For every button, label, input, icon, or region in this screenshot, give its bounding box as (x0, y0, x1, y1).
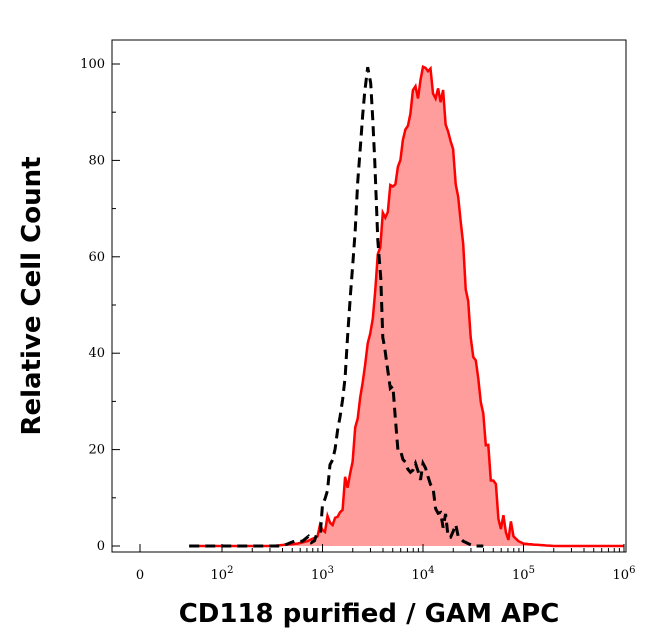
y-axis-title: Relative Cell Count (17, 156, 47, 435)
y-tick-label: 60 (88, 250, 105, 265)
plot-frame (111, 39, 627, 553)
x-tick-label: 103 (311, 565, 334, 583)
y-tick-label: 0 (97, 539, 105, 554)
x-tick-label: 106 (613, 565, 636, 583)
x-tick-label: 102 (211, 565, 234, 583)
y-tick-label: 80 (88, 153, 105, 168)
series-layer (189, 65, 624, 548)
x-tick-label: 104 (412, 565, 435, 583)
series-line-dashed (189, 66, 484, 548)
x-tick-label: 105 (512, 565, 535, 583)
x-axis-title: CD118 purified / GAM APC (179, 599, 560, 629)
y-tick-label: 40 (88, 346, 105, 361)
x-axis: 0 102 103 104 105 106 (136, 544, 636, 583)
y-tick-label: 100 (80, 57, 105, 72)
series-fill (189, 66, 624, 547)
x-tick-label: 0 (136, 568, 144, 583)
y-tick-label: 20 (88, 443, 105, 458)
y-axis: 0 20 40 60 80 100 (80, 57, 120, 554)
